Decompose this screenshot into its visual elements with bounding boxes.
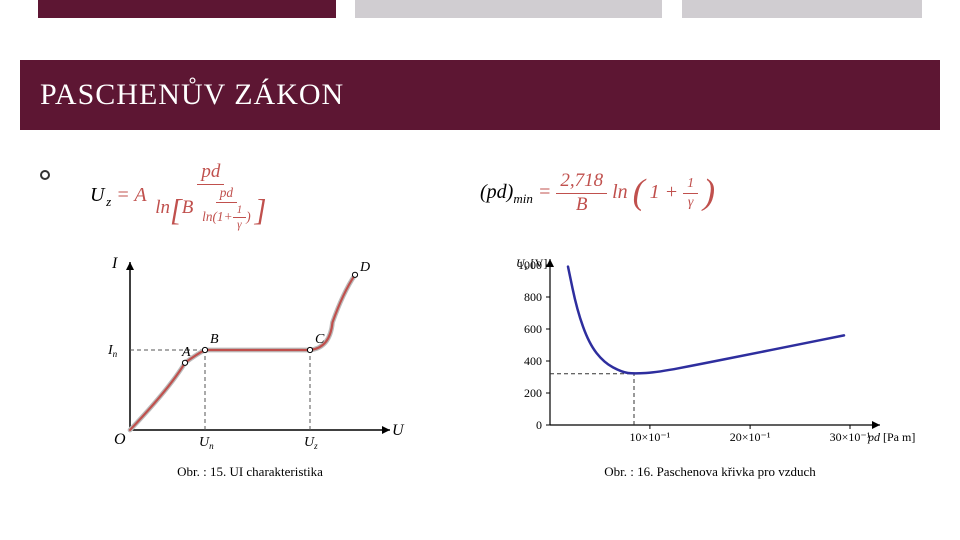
topbar-seg <box>336 0 355 18</box>
slide-title-band: PASCHENŮV ZÁKON <box>20 60 940 130</box>
topbar-seg <box>38 0 336 18</box>
svg-text:U: U <box>392 422 405 439</box>
chart-svg: 0200400600800100010×10⁻¹20×10⁻¹30×10⁻¹Uz… <box>500 250 920 450</box>
charts-row: U I O Un Uz In A B C D Obr. : 15. UI charakterist… <box>40 250 920 480</box>
svg-text:pd [Pa m]: pd [Pa m] <box>867 430 915 444</box>
slide-title: PASCHENŮV ZÁKON <box>40 78 344 112</box>
slide-topbar <box>0 0 960 18</box>
svg-text:D: D <box>359 260 370 275</box>
svg-text:Uz: Uz <box>304 435 318 450</box>
svg-text:20×10⁻¹: 20×10⁻¹ <box>730 430 771 444</box>
svg-text:400: 400 <box>524 354 542 368</box>
svg-text:600: 600 <box>524 322 542 336</box>
svg-text:200: 200 <box>524 386 542 400</box>
chart-svg: U I O Un Uz In A B C D <box>40 250 460 450</box>
svg-text:800: 800 <box>524 290 542 304</box>
topbar-seg <box>355 0 662 18</box>
chart-caption: Obr. : 15. UI charakteristika <box>40 464 460 480</box>
svg-text:Uz [V]: Uz [V] <box>516 256 547 272</box>
formula-rhs: = A pd ln[B pd ln(1+1γ) ] <box>116 184 270 206</box>
svg-text:In: In <box>107 343 118 359</box>
topbar-seg <box>662 0 681 18</box>
chart-paschen-curve: 0200400600800100010×10⁻¹20×10⁻¹30×10⁻¹Uz… <box>500 250 920 480</box>
svg-text:10×10⁻¹: 10×10⁻¹ <box>630 430 671 444</box>
svg-text:A: A <box>181 345 191 360</box>
svg-text:C: C <box>315 332 325 347</box>
svg-text:Un: Un <box>199 435 214 450</box>
svg-text:B: B <box>210 332 219 347</box>
topbar-seg <box>922 0 960 18</box>
topbar-seg <box>0 0 38 18</box>
topbar-seg <box>682 0 922 18</box>
formula-lhs: (pd)min <box>480 181 533 203</box>
svg-text:0: 0 <box>536 418 542 432</box>
formula-rhs: = 2,718 B ln ( 1 + 1 γ ) <box>538 181 715 203</box>
formula-uz: U z = A pd ln[B pd ln(1+1γ) ] <box>90 162 270 231</box>
formula-pdmin: (pd)min = 2,718 B ln ( 1 + 1 γ ) <box>480 170 715 215</box>
chart-caption: Obr. : 16. Paschenova křivka pro vzduch <box>500 464 920 480</box>
bullet-icon <box>40 170 50 180</box>
chart-ui-characteristic: U I O Un Uz In A B C D Obr. : 15. UI charakterist… <box>40 250 460 480</box>
svg-text:O: O <box>114 431 126 448</box>
formula-lhs: U z <box>90 184 111 206</box>
svg-text:I: I <box>111 255 118 272</box>
svg-text:30×10⁻¹: 30×10⁻¹ <box>830 430 871 444</box>
